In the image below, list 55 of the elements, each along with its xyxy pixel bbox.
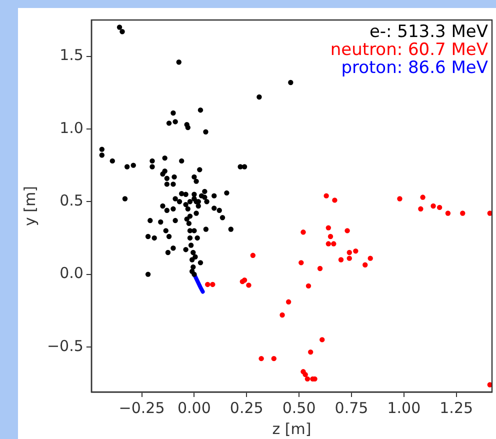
point (436, 204, 442, 210)
x-tick-label: −0.25 (118, 398, 165, 417)
point (346, 256, 352, 261)
point (326, 225, 332, 230)
x-tick-label: 1.00 (387, 398, 421, 417)
y-tick-label: −0.5 (46, 336, 84, 355)
point (420, 194, 426, 200)
point (258, 356, 264, 362)
point (328, 234, 334, 240)
point (445, 210, 451, 216)
text: proton: 86.6 MeV (341, 58, 488, 78)
y-tick-label: 1.0 (60, 118, 84, 137)
point (302, 372, 308, 378)
point (362, 262, 368, 268)
text: e-: 513.3 MeV (369, 22, 488, 42)
x-tick-label: 0.75 (334, 398, 368, 417)
point (346, 250, 352, 256)
point (344, 228, 350, 234)
point (250, 252, 256, 258)
x-tick-label: 0.00 (177, 398, 211, 417)
point (304, 376, 310, 382)
point (430, 203, 436, 209)
point (246, 282, 252, 288)
x-tick-label: 0.50 (282, 398, 316, 417)
point (308, 349, 314, 355)
point (205, 282, 210, 288)
point (368, 256, 373, 261)
y-axis-title: y [m] (20, 186, 39, 226)
point (397, 196, 402, 202)
point (298, 260, 304, 266)
y-tick-label: 1.5 (60, 46, 84, 64)
x-axis-title: z [m] (272, 420, 312, 438)
point (418, 206, 424, 212)
point (306, 283, 312, 289)
point (326, 241, 332, 246)
point (487, 382, 492, 388)
point (338, 257, 344, 262)
y-tick-label: 0.5 (60, 192, 84, 210)
point (300, 230, 306, 235)
point (286, 299, 292, 305)
point (280, 312, 285, 318)
x-tick-label: 1.25 (440, 398, 474, 417)
point (317, 266, 323, 272)
y-tick-label: 0.0 (60, 264, 84, 282)
point (487, 210, 492, 216)
point (324, 193, 329, 198)
point (460, 210, 466, 216)
x-tick-label: 0.25 (230, 398, 264, 417)
point (320, 337, 325, 342)
point (271, 356, 276, 362)
point (353, 248, 358, 254)
point (210, 282, 216, 288)
text: neutron: 60.7 MeV (330, 40, 488, 60)
point (331, 241, 336, 246)
point (332, 198, 338, 203)
